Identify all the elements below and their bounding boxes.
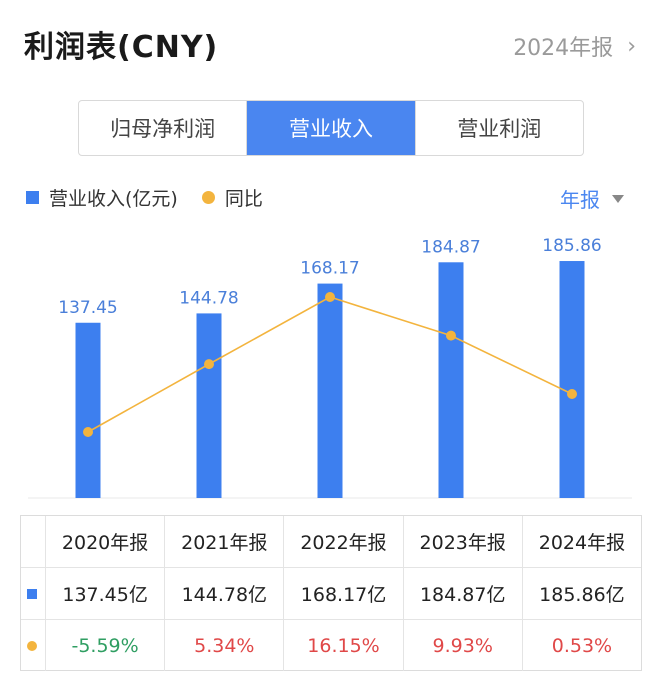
revenue-bar[interactable] [75,322,101,498]
table-cell: 9.93% [402,620,522,671]
table-cell: -5.59% [45,620,164,671]
table-header: 2020年报 [45,516,164,567]
table-cell: 185.86亿 [521,568,641,619]
revenue-bar[interactable] [438,262,464,498]
line-legend-label: 同比 [224,188,263,210]
table-header: 2022年报 [283,516,402,567]
table-cell: 0.53% [521,620,641,671]
tab-net-profit[interactable]: 归母净利润 [110,117,216,141]
table-cell: 137.45亿 [45,568,164,619]
yoy-point[interactable] [325,292,335,302]
chevron-right-icon: › [627,33,636,59]
table-cell: 144.78亿 [164,568,283,619]
chart-legend: 营业收入(亿元) 同比 [26,184,263,211]
revenue-row-marker [21,568,45,619]
bar-legend-marker [26,191,39,204]
page-title: 利润表(CNY) [24,30,219,65]
yoy-point[interactable] [204,359,214,370]
table-header-row: 2020年报 2021年报 2022年报 2023年报 2024年报 [21,516,641,567]
tab-operating-profit[interactable]: 营业利润 [414,101,583,155]
yoy-point[interactable] [446,330,456,341]
yoy-row-marker [21,620,45,671]
yoy-point[interactable] [83,427,93,437]
line-legend-marker [201,191,215,204]
table-cell: 168.17亿 [283,568,402,619]
revenue-bar[interactable] [559,261,585,498]
period-label: 2024年报 [513,36,614,61]
metric-tabs: 归母净利润 营业收入 营业利润 [78,100,584,156]
bar-value-label: 144.78 [179,288,238,308]
tab-revenue[interactable]: 营业收入 [246,101,415,155]
table-corner [21,516,45,567]
period-selector[interactable]: 2024年报 › [513,30,636,62]
revenue-bar[interactable] [196,313,222,498]
frequency-dropdown[interactable]: 年报 [560,184,624,213]
revenue-chart: 137.45 144.78 168.17 184.87 185.86 [28,236,632,499]
bar-value-label: 137.45 [58,298,117,318]
data-table: 2020年报 2021年报 2022年报 2023年报 2024年报 137.4… [20,515,642,671]
frequency-label: 年报 [560,188,600,212]
table-header: 2021年报 [164,516,283,567]
yoy-point[interactable] [567,388,577,399]
bar-value-label: 184.87 [421,237,480,257]
caret-down-icon [612,194,624,203]
table-cell: 5.34% [164,620,283,671]
table-row-yoy: -5.59% 5.34% 16.15% 9.93% 0.53% [21,619,641,671]
revenue-bar[interactable] [317,283,343,498]
table-header: 2024年报 [521,516,641,567]
header: 利润表(CNY) 2024年报 › [0,0,660,90]
table-cell: 184.87亿 [402,568,522,619]
table-cell: 16.15% [283,620,402,671]
table-row-revenue: 137.45亿 144.78亿 168.17亿 184.87亿 185.86亿 [21,567,641,619]
bar-legend-label: 营业收入(亿元) [49,188,178,210]
bar-value-label: 185.86 [542,236,601,256]
table-header: 2023年报 [402,516,522,567]
bar-value-label: 168.17 [300,259,359,279]
